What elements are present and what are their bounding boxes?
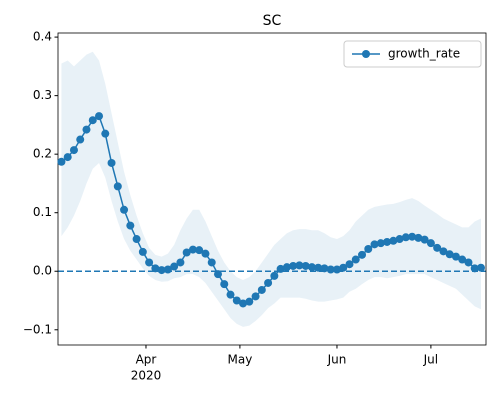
- marker: [107, 158, 116, 167]
- y-tick-label: 0.1: [33, 205, 52, 219]
- marker: [420, 235, 429, 244]
- marker: [257, 285, 266, 294]
- marker: [464, 258, 473, 267]
- marker: [351, 255, 360, 264]
- marker: [195, 246, 204, 255]
- marker: [182, 248, 191, 257]
- marker: [326, 265, 335, 274]
- marker: [370, 240, 379, 249]
- marker: [145, 258, 154, 267]
- marker: [126, 221, 135, 230]
- x-tick-label: Apr: [136, 353, 157, 367]
- marker: [433, 243, 442, 252]
- marker: [201, 249, 210, 258]
- marker: [69, 146, 78, 155]
- marker: [232, 296, 241, 305]
- legend-marker: [362, 50, 370, 58]
- marker: [120, 205, 129, 214]
- marker: [376, 239, 385, 248]
- marker: [95, 112, 104, 121]
- x-tick-label: Jul: [423, 353, 438, 367]
- y-tick-label: 0.4: [33, 30, 52, 44]
- x-tick-label: Jun: [327, 353, 347, 367]
- marker: [157, 266, 166, 275]
- marker: [289, 261, 298, 270]
- marker: [163, 265, 172, 274]
- marker: [226, 290, 235, 299]
- marker: [339, 263, 348, 272]
- marker: [170, 262, 179, 271]
- marker: [276, 264, 285, 273]
- marker: [113, 182, 122, 191]
- marker: [301, 261, 310, 270]
- marker: [220, 280, 229, 289]
- marker: [395, 235, 404, 244]
- marker: [76, 135, 85, 144]
- marker: [320, 264, 329, 273]
- x-tick-label: May: [228, 353, 253, 367]
- marker: [207, 258, 216, 267]
- marker: [426, 239, 435, 248]
- marker: [470, 264, 479, 273]
- marker: [364, 245, 373, 253]
- marker: [345, 260, 354, 269]
- marker: [57, 157, 66, 166]
- marker: [314, 263, 323, 272]
- y-tick-label: −0.1: [23, 322, 52, 336]
- marker: [295, 261, 304, 270]
- marker: [63, 153, 72, 162]
- marker: [245, 297, 254, 306]
- marker: [445, 250, 454, 259]
- marker: [82, 125, 91, 134]
- y-tick-label: 0.2: [33, 147, 52, 161]
- marker: [132, 235, 141, 244]
- marker: [282, 263, 291, 272]
- marker: [138, 247, 147, 256]
- marker: [383, 237, 392, 246]
- legend-label: growth_rate: [388, 47, 460, 61]
- marker: [358, 250, 367, 259]
- marker: [414, 233, 423, 242]
- plot-frame: [57, 32, 487, 346]
- marker: [476, 263, 485, 272]
- y-tick-label: 0.0: [33, 264, 52, 278]
- marker: [188, 245, 197, 254]
- marker: [439, 247, 448, 256]
- legend-box: [343, 40, 482, 68]
- marker: [332, 265, 341, 274]
- marker: [264, 278, 273, 287]
- marker: [408, 232, 417, 241]
- marker: [213, 270, 222, 279]
- marker: [101, 129, 110, 138]
- marker: [88, 116, 97, 125]
- marker: [401, 233, 410, 242]
- confidence-band: [61, 51, 481, 327]
- marker: [307, 263, 316, 272]
- marker: [389, 236, 398, 245]
- marker: [458, 255, 467, 264]
- marker: [176, 258, 185, 267]
- marker: [239, 299, 248, 308]
- marker: [251, 292, 260, 301]
- marker: [151, 264, 160, 273]
- x-year-label: 2020: [131, 369, 162, 383]
- chart-title: SC: [263, 13, 282, 29]
- marker: [451, 252, 460, 261]
- marker: [270, 271, 279, 280]
- y-tick-label: 0.3: [33, 88, 52, 102]
